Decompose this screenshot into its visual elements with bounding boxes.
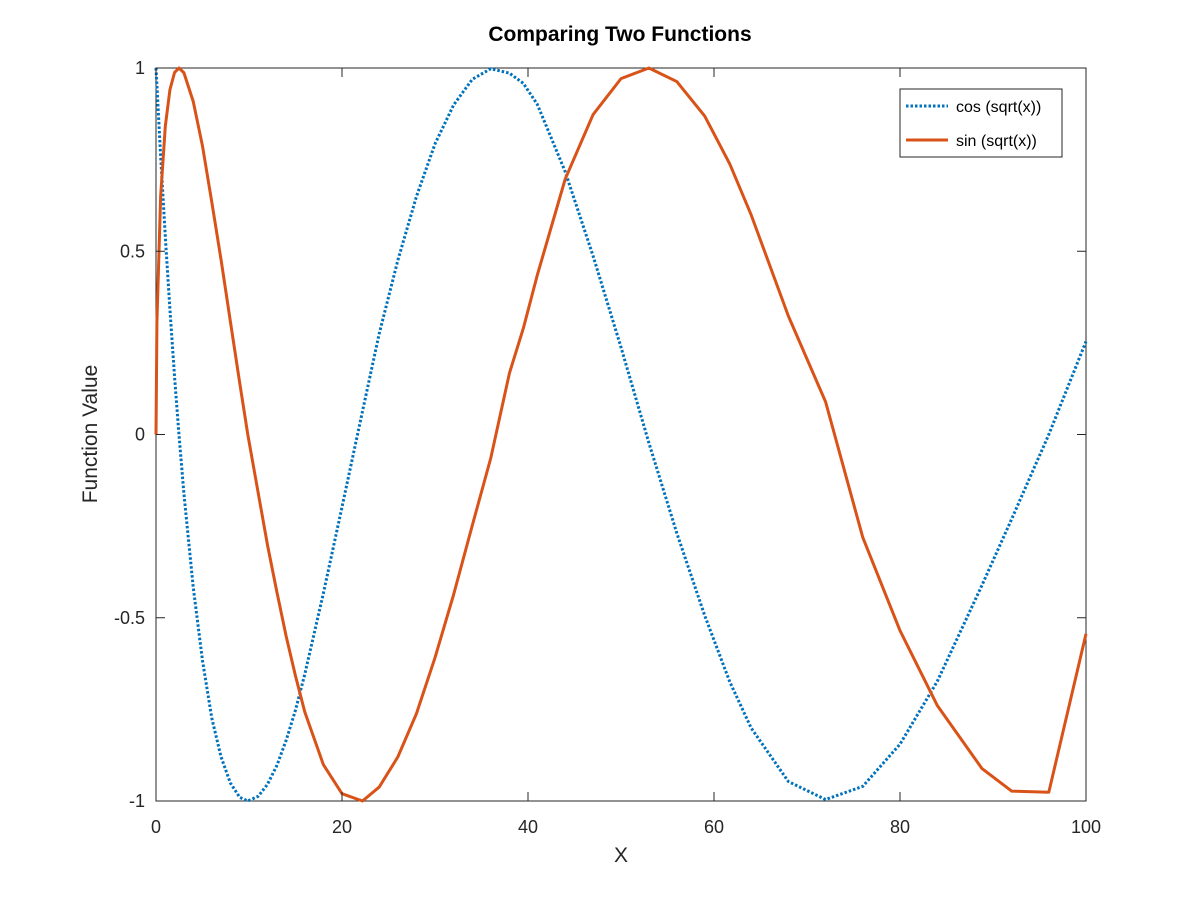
x-axis-title: X bbox=[614, 844, 628, 867]
plot-area: 0 20 40 60 80 100 -1 -0.5 0 0.5 1 bbox=[114, 58, 1101, 837]
series-line-0 bbox=[154, 67, 1088, 803]
y-tick-label: 0.5 bbox=[120, 241, 145, 261]
legend: cos (sqrt(x)) sin (sqrt(x)) bbox=[899, 88, 1063, 158]
axes-box bbox=[155, 67, 1087, 802]
x-tick-label: 100 bbox=[1071, 817, 1101, 837]
legend-box bbox=[899, 88, 1063, 158]
x-tick-label: 20 bbox=[332, 817, 352, 837]
y-tick-label: 0 bbox=[135, 425, 145, 445]
x-tick-label: 40 bbox=[518, 817, 538, 837]
chart-title: Comparing Two Functions bbox=[488, 23, 751, 46]
y-tick-label: -1 bbox=[129, 791, 145, 811]
x-tick-label: 60 bbox=[704, 817, 724, 837]
tick-layer: 0 20 40 60 80 100 -1 -0.5 0 0.5 1 bbox=[114, 58, 1101, 837]
legend-label-cos: cos (sqrt(x)) bbox=[956, 99, 1041, 116]
x-tick-label: 80 bbox=[890, 817, 910, 837]
series-line-1 bbox=[154, 66, 1088, 803]
y-axis-title: Function Value bbox=[79, 365, 102, 504]
x-tick-label: 0 bbox=[151, 817, 161, 837]
series-layer bbox=[154, 66, 1088, 803]
y-tick-label: -0.5 bbox=[114, 608, 145, 628]
y-tick-label: 1 bbox=[135, 58, 145, 78]
legend-label-sin: sin (sqrt(x)) bbox=[956, 133, 1037, 150]
